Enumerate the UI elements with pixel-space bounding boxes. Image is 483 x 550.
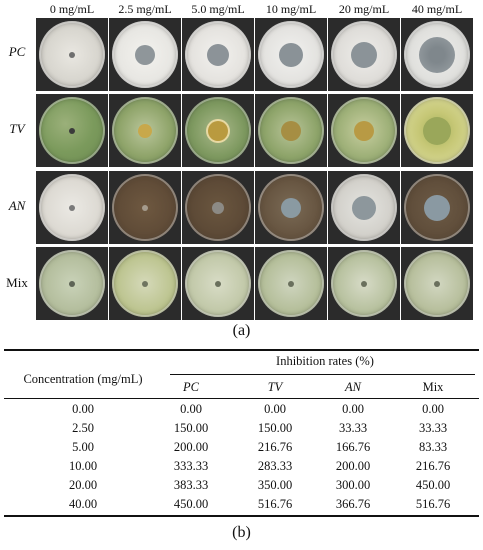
table-cell-value: 33.33 bbox=[338, 421, 368, 435]
table-cell-value: 200.00 bbox=[335, 459, 371, 473]
table-cell-value: 150.00 bbox=[257, 421, 293, 435]
table-cell-value: 350.00 bbox=[257, 478, 293, 492]
column-header-20: 20 mg/mL bbox=[338, 2, 390, 16]
table-cell-concentration: 20.00 bbox=[68, 478, 98, 492]
table-cell-value: 216.76 bbox=[257, 440, 293, 454]
table-group-rule bbox=[170, 374, 475, 375]
column-header-5: 5.0 mg/mL bbox=[191, 2, 245, 16]
table-cell-value: 33.33 bbox=[418, 421, 448, 435]
table-cell-value: 0.00 bbox=[422, 402, 444, 416]
plate-image bbox=[109, 94, 181, 167]
panel-label-a: (a) bbox=[232, 322, 251, 339]
table-cell-value: 450.00 bbox=[415, 478, 451, 492]
row-label-mix: Mix bbox=[6, 275, 28, 290]
plate-image bbox=[328, 171, 400, 244]
plate-image bbox=[36, 18, 108, 91]
panel-label-b: (b) bbox=[232, 524, 251, 541]
table-cell-value: 300.00 bbox=[335, 478, 371, 492]
plate-image bbox=[401, 94, 473, 167]
table-cell-value: 166.76 bbox=[335, 440, 371, 454]
table-cell-value: 516.76 bbox=[415, 497, 451, 511]
table-cell-value: 0.00 bbox=[342, 402, 364, 416]
table-cell-value: 450.00 bbox=[173, 497, 209, 511]
row-label-an: AN bbox=[8, 198, 26, 213]
plate-image bbox=[328, 18, 400, 91]
plate-image bbox=[328, 94, 400, 167]
table-cell-value: 383.33 bbox=[173, 478, 209, 492]
plate-column-headers: 0 mg/mL 2.5 mg/mL 5.0 mg/mL 10 mg/mL 20 … bbox=[0, 0, 483, 20]
plate-image bbox=[255, 247, 327, 320]
row-label-pc: PC bbox=[8, 44, 26, 59]
plate-image bbox=[182, 18, 254, 91]
table-cell-value: 333.33 bbox=[173, 459, 209, 473]
table-cell-value: 516.76 bbox=[257, 497, 293, 511]
table-cell-value: 0.00 bbox=[180, 402, 202, 416]
plate-image bbox=[401, 171, 473, 244]
plate-image bbox=[109, 171, 181, 244]
table-cell-concentration: 10.00 bbox=[68, 459, 98, 473]
table-cell-concentration: 0.00 bbox=[72, 402, 94, 416]
plate-image bbox=[36, 171, 108, 244]
table-cell-concentration: 40.00 bbox=[68, 497, 98, 511]
column-header-10: 10 mg/mL bbox=[265, 2, 317, 16]
table-cell-value: 83.33 bbox=[418, 440, 448, 454]
plate-image bbox=[401, 247, 473, 320]
plate-image bbox=[401, 18, 473, 91]
plate-image bbox=[109, 247, 181, 320]
table-group-header: Inhibition rates (%) bbox=[276, 354, 374, 368]
table-col-an: AN bbox=[345, 380, 361, 394]
table-cell-value: 216.76 bbox=[415, 459, 451, 473]
table-header-rule bbox=[4, 398, 479, 399]
table-cell-value: 200.00 bbox=[173, 440, 209, 454]
table-cell-concentration: 5.00 bbox=[72, 440, 94, 454]
plate-image bbox=[182, 94, 254, 167]
plate-image bbox=[255, 18, 327, 91]
plate-image bbox=[36, 94, 108, 167]
plate-image bbox=[182, 247, 254, 320]
plate-image bbox=[109, 18, 181, 91]
table-cell-concentration: 2.50 bbox=[72, 421, 94, 435]
table-cell-value: 283.33 bbox=[257, 459, 293, 473]
table-cell-value: 150.00 bbox=[173, 421, 209, 435]
plate-image bbox=[255, 94, 327, 167]
petri-plate-grid bbox=[36, 18, 474, 320]
table-bottom-rule bbox=[4, 515, 479, 517]
plate-image bbox=[36, 247, 108, 320]
plate-image bbox=[328, 247, 400, 320]
table-top-rule bbox=[4, 349, 479, 351]
table-cell-value: 366.76 bbox=[335, 497, 371, 511]
table-cell-value: 0.00 bbox=[264, 402, 286, 416]
plate-image bbox=[255, 171, 327, 244]
table-col-mix: Mix bbox=[422, 380, 444, 394]
column-header-0: 0 mg/mL bbox=[49, 2, 95, 16]
plate-image bbox=[182, 171, 254, 244]
table-row-header: Concentration (mg/mL) bbox=[23, 372, 143, 386]
row-label-tv: TV bbox=[9, 121, 25, 136]
table-col-tv: TV bbox=[267, 380, 283, 394]
column-header-2-5: 2.5 mg/mL bbox=[118, 2, 172, 16]
table-col-pc: PC bbox=[183, 380, 199, 394]
column-header-40: 40 mg/mL bbox=[411, 2, 463, 16]
